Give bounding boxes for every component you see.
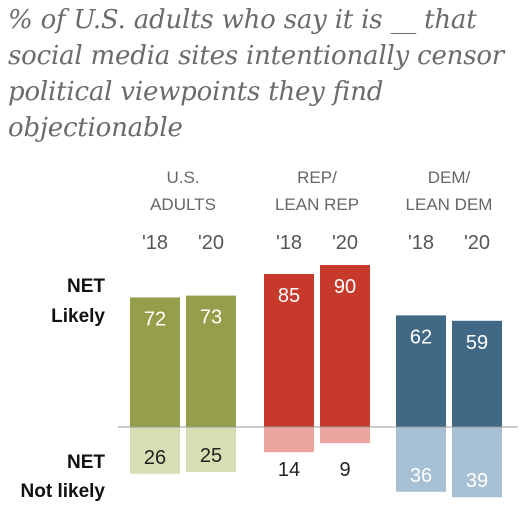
bar-not-likely-1-0 [264, 427, 314, 453]
bar-not-likely-2-0 [396, 427, 446, 492]
year-label-1-1: '20 [332, 232, 358, 254]
value-label-not-likely-2-0: 36 [410, 465, 432, 487]
bar-likely-0-0 [130, 297, 180, 427]
group-header-2-line2: LEAN DEM [406, 195, 493, 214]
year-label-0-0: '18 [142, 232, 168, 254]
value-label-not-likely-0-0: 26 [144, 447, 166, 469]
value-label-likely-0-0: 72 [144, 308, 166, 330]
value-label-likely-1-0: 85 [278, 285, 300, 307]
year-label-1-0: '18 [276, 232, 302, 254]
row-label-not-likely-line1: NET [67, 452, 105, 473]
group-headers: U.S. ADULTS REP/LEAN REP DEM/LEAN DEM [150, 168, 492, 214]
value-label-not-likely-2-1: 39 [466, 470, 488, 492]
bar-not-likely-0-1 [186, 427, 236, 472]
row-label-likely-line1: NET [67, 276, 105, 297]
group-header-2-line1: DEM/ [428, 168, 471, 187]
year-label-0-1: '20 [198, 232, 224, 254]
row-label-not-likely-line2: Not likely [21, 481, 106, 502]
bars: 72 26 73 25 85 14 90 9 62 36 59 39 [130, 265, 502, 498]
bar-not-likely-2-1 [452, 427, 502, 498]
value-label-not-likely-1-1: 9 [339, 459, 350, 481]
group-header-0-line2: ADULTS [150, 195, 216, 214]
year-labels: '18 '20 '18 '20 '18 '20 [142, 232, 490, 254]
group-header-1-line1: REP/ [297, 168, 337, 187]
year-label-2-0: '18 [408, 232, 434, 254]
row-labels: NET Likely NET Not likely [21, 276, 106, 502]
chart-title: % of U.S. adults who say it is __ that s… [8, 5, 505, 143]
bar-not-likely-0-0 [130, 427, 180, 474]
value-label-likely-0-1: 73 [200, 307, 222, 329]
bar-likely-0-1 [186, 295, 236, 427]
value-label-likely-2-0: 62 [410, 326, 432, 348]
group-header-0-line1: U.S. [166, 168, 199, 187]
year-label-2-1: '20 [464, 232, 490, 254]
value-label-likely-2-1: 59 [466, 332, 488, 354]
bar-likely-2-1 [452, 320, 502, 427]
bar-likely-2-0 [396, 315, 446, 427]
row-label-likely-line2: Likely [51, 306, 105, 327]
value-label-likely-1-1: 90 [334, 276, 356, 298]
bar-not-likely-1-1 [320, 427, 370, 444]
value-label-not-likely-1-0: 14 [278, 459, 300, 481]
bar-likely-1-0 [264, 274, 314, 427]
bar-likely-1-1 [320, 265, 370, 427]
value-label-not-likely-0-1: 25 [200, 445, 222, 467]
group-header-1-line2: LEAN REP [275, 195, 359, 214]
